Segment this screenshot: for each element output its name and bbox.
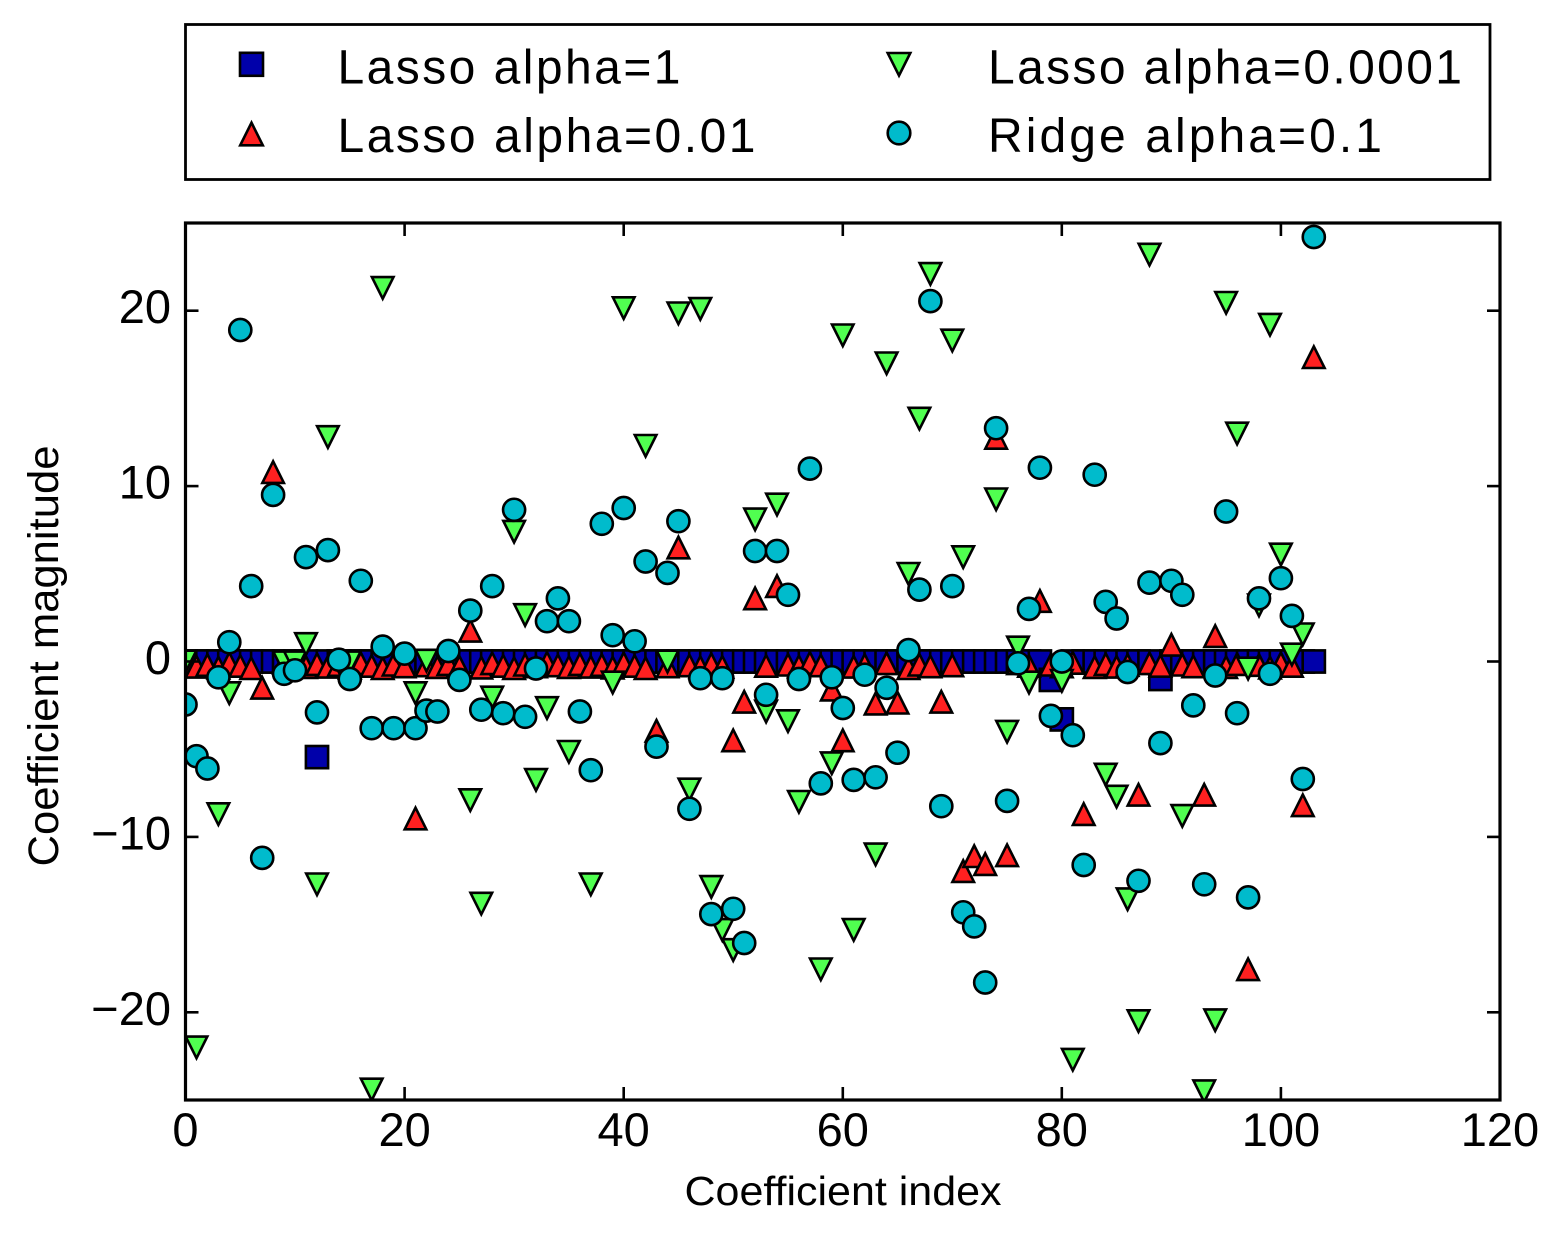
svg-text:120: 120 — [1461, 1103, 1539, 1156]
svg-text:Coefficient magnitude: Coefficient magnitude — [20, 446, 68, 867]
svg-text:20: 20 — [378, 1103, 430, 1156]
svg-text:Lasso alpha=0.01: Lasso alpha=0.01 — [338, 110, 756, 163]
svg-text:−10: −10 — [91, 806, 171, 859]
svg-text:0: 0 — [172, 1103, 198, 1156]
svg-text:80: 80 — [1036, 1103, 1088, 1156]
svg-text:Ridge alpha=0.1: Ridge alpha=0.1 — [988, 110, 1382, 163]
svg-text:Coefficient index: Coefficient index — [685, 1168, 1003, 1214]
svg-text:Lasso alpha=1: Lasso alpha=1 — [338, 42, 681, 95]
svg-text:10: 10 — [119, 456, 171, 509]
svg-text:−20: −20 — [91, 982, 171, 1035]
svg-text:20: 20 — [119, 280, 171, 333]
svg-text:60: 60 — [817, 1103, 869, 1156]
svg-text:Lasso alpha=0.0001: Lasso alpha=0.0001 — [988, 42, 1462, 95]
svg-text:100: 100 — [1242, 1103, 1320, 1156]
svg-text:0: 0 — [145, 631, 171, 684]
svg-text:40: 40 — [598, 1103, 650, 1156]
